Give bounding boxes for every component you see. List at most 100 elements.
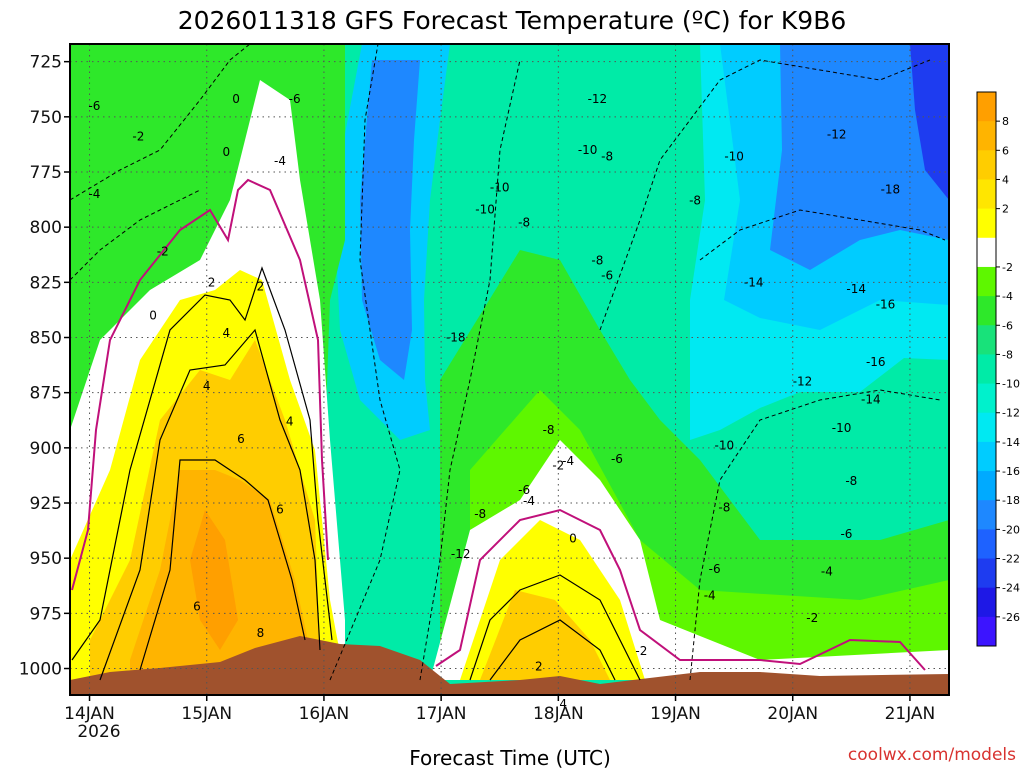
isotherm-2-west xyxy=(71,266,333,661)
isotherm-dashed-7 xyxy=(69,189,201,281)
contour-label: -18 xyxy=(446,331,466,345)
contour-label: -16 xyxy=(876,297,896,311)
x-tick-label: 19JAN xyxy=(650,704,701,724)
colorbar-label: -8 xyxy=(1002,348,1013,361)
contour-label: -18 xyxy=(881,183,901,197)
colorbar-bin xyxy=(977,412,996,443)
y-tick-label: 975 xyxy=(30,604,62,624)
contour-label: -10 xyxy=(578,143,598,157)
contour-label: 4 xyxy=(286,414,294,428)
contour-label: 0 xyxy=(569,531,577,545)
contour-label: -6 xyxy=(88,99,100,113)
contour-label: -10 xyxy=(490,180,510,194)
contour-label: -12 xyxy=(451,547,471,561)
y-tick-label: 775 xyxy=(30,163,62,183)
contour-label: -10 xyxy=(724,150,744,164)
contour-label: -16 xyxy=(866,355,886,369)
contour-label: -12 xyxy=(793,375,813,389)
y-tick-label: 1000 xyxy=(19,660,62,680)
contour-label: -8 xyxy=(689,194,701,208)
fill-region-extreme-east xyxy=(910,44,949,200)
colorbar-bin xyxy=(977,296,996,326)
isotherm-dashed-2 xyxy=(419,59,521,681)
colorbar-label: -26 xyxy=(1002,611,1020,624)
terrain-surface xyxy=(70,636,949,695)
contour-label: -4 xyxy=(704,589,716,603)
colorbar-bin xyxy=(977,558,996,589)
fill-region-warm-core-east xyxy=(480,590,610,680)
chart-title: 2026011318 GFS Forecast Temperature (ºC)… xyxy=(178,6,847,35)
colorbar-bin xyxy=(977,179,996,210)
isotherm-dashed-6 xyxy=(69,43,251,201)
contour-label: -6 xyxy=(611,452,623,466)
colorbar-label: 2 xyxy=(1002,203,1009,216)
colorbar-label: -16 xyxy=(1002,465,1020,478)
fill-region-coldest-east xyxy=(770,44,949,270)
colorbar-label: -20 xyxy=(1002,523,1020,536)
colorbar-bin xyxy=(977,325,996,355)
contour-label: -2 xyxy=(132,130,144,144)
contour-label: -4 xyxy=(274,154,286,168)
colorbar-bin xyxy=(977,383,996,414)
contour-label: -2 xyxy=(552,458,564,472)
colorbar-bin xyxy=(977,529,996,560)
contour-label: 8 xyxy=(257,626,265,640)
contour-label: 0 xyxy=(149,308,157,322)
contour-label: 4 xyxy=(222,326,230,340)
contour-label: -10 xyxy=(832,421,852,435)
y-tick-label: 875 xyxy=(30,384,62,404)
contour-label: 6 xyxy=(237,432,245,446)
contour-label: -14 xyxy=(744,275,764,289)
credit-label[interactable]: coolwx.com/models xyxy=(848,745,1016,765)
colorbar-bin xyxy=(977,500,996,530)
contour-label: -2 xyxy=(635,644,647,658)
contour-label: -6 xyxy=(518,483,530,497)
contour-label: -10 xyxy=(475,203,495,217)
contour-label: -14 xyxy=(861,392,881,406)
vertical-gridlines xyxy=(89,44,911,695)
colorbar-label: 6 xyxy=(1002,144,1009,157)
contour-label: -4 xyxy=(562,454,574,468)
colorbar-label: -24 xyxy=(1002,582,1020,595)
contour-label: -8 xyxy=(601,150,613,164)
contour-label: -10 xyxy=(715,439,735,453)
colorbar-bin xyxy=(977,121,996,151)
colorbar-label: -4 xyxy=(1002,290,1013,303)
colorbar-bin xyxy=(977,441,996,472)
colorbar-label: -2 xyxy=(1002,261,1013,274)
y-axis: 725 750 775 800 825 850 875 900 925 950 975 1000 xyxy=(19,53,70,680)
colorbar-bin xyxy=(977,237,996,268)
x-tick-label: 15JAN xyxy=(181,704,232,724)
contour-label: -8 xyxy=(591,253,603,267)
contour-label: 2 xyxy=(535,659,543,673)
colorbar-bin xyxy=(977,471,996,501)
freezing-line-west xyxy=(71,178,329,591)
contour-label: 6 xyxy=(193,600,201,614)
y-tick-label: 725 xyxy=(30,53,62,73)
y-tick-label: 900 xyxy=(30,439,62,459)
plot-frame xyxy=(69,43,950,696)
contour-label: -8 xyxy=(718,500,730,514)
y-tick-label: 950 xyxy=(30,549,62,569)
colorbar-bin xyxy=(977,208,996,239)
contour-label: -12 xyxy=(588,92,608,106)
colorbar-bin xyxy=(977,587,996,618)
colorbar-label: 8 xyxy=(1002,115,1009,128)
isotherm-dashed-3 xyxy=(599,59,931,331)
y-tick-label: 850 xyxy=(30,329,62,349)
colorbar-bin xyxy=(977,150,996,180)
contour-label: -8 xyxy=(518,216,530,230)
freezing-line-east xyxy=(435,508,926,671)
contour-label: 2 xyxy=(208,275,216,289)
isotherm-dashed-4 xyxy=(689,389,941,681)
horizontal-gridlines xyxy=(70,61,949,670)
contour-label: 0 xyxy=(232,92,240,106)
contour-label: -2 xyxy=(157,244,169,258)
colorbar-label: -14 xyxy=(1002,436,1020,449)
x-tick-label: 20JAN xyxy=(767,704,818,724)
isotherm-2-east xyxy=(469,574,641,681)
fill-region-warmest-core xyxy=(190,510,238,650)
x-year-label: 2026 xyxy=(77,722,120,742)
colorbar-bin xyxy=(977,92,996,122)
